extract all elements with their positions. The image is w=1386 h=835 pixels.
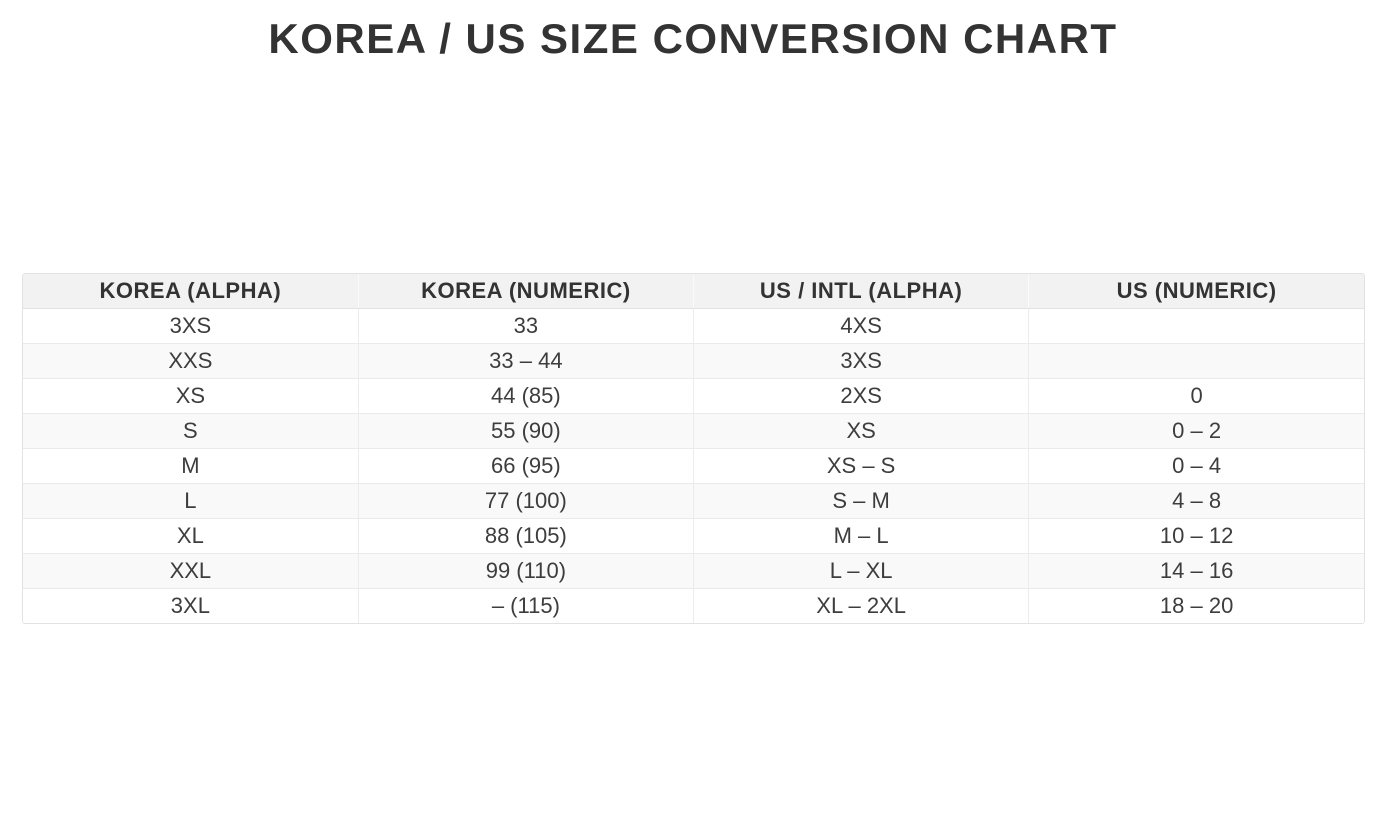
table-row: XXL 99 (110) L – XL 14 – 16: [23, 553, 1364, 589]
size-conversion-table-container: KOREA (ALPHA) KOREA (NUMERIC) US / INTL …: [22, 273, 1365, 624]
table-cell: 4 – 8: [1028, 483, 1364, 519]
table-header: KOREA (ALPHA) KOREA (NUMERIC) US / INTL …: [23, 274, 1364, 309]
table-cell: 55 (90): [358, 413, 695, 449]
table-cell: M – L: [693, 518, 1030, 554]
table-cell: L: [23, 483, 359, 519]
table-cell: 0 – 4: [1028, 448, 1364, 484]
column-header-korea-numeric: KOREA (NUMERIC): [358, 274, 695, 309]
table-cell: 14 – 16: [1028, 553, 1364, 589]
table-cell: XL: [23, 518, 359, 554]
table-cell: 77 (100): [358, 483, 695, 519]
size-conversion-table: KOREA (ALPHA) KOREA (NUMERIC) US / INTL …: [23, 274, 1364, 623]
table-cell: 2XS: [693, 378, 1030, 414]
table-cell: – (115): [358, 588, 695, 623]
table-cell: XXS: [23, 343, 359, 379]
table-cell: 88 (105): [358, 518, 695, 554]
table-cell: XS: [693, 413, 1030, 449]
table-cell: L – XL: [693, 553, 1030, 589]
table-cell: S – M: [693, 483, 1030, 519]
table-cell: 0 – 2: [1028, 413, 1364, 449]
table-row: 3XL – (115) XL – 2XL 18 – 20: [23, 588, 1364, 623]
column-header-us-intl-alpha: US / INTL (ALPHA): [693, 274, 1030, 309]
table-cell: 3XS: [23, 308, 359, 344]
page-title: KOREA / US SIZE CONVERSION CHART: [268, 15, 1118, 62]
table-cell: 99 (110): [358, 553, 695, 589]
table-cell: 3XL: [23, 588, 359, 623]
column-header-us-numeric: US (NUMERIC): [1028, 274, 1364, 309]
table-cell: [1028, 343, 1364, 379]
table-cell: 3XS: [693, 343, 1030, 379]
table-cell: XS: [23, 378, 359, 414]
table-row: XL 88 (105) M – L 10 – 12: [23, 518, 1364, 554]
table-cell: XS – S: [693, 448, 1030, 484]
table-cell: 33 – 44: [358, 343, 695, 379]
table-row: 3XS 33 4XS: [23, 308, 1364, 344]
table-body: 3XS 33 4XS XXS 33 – 44 3XS XS 44 (85) 2XS 0 S 55 (9…: [23, 308, 1364, 623]
table-cell: 10 – 12: [1028, 518, 1364, 554]
table-cell: M: [23, 448, 359, 484]
table-cell: 33: [358, 308, 695, 344]
table-row: S 55 (90) XS 0 – 2: [23, 413, 1364, 449]
table-cell: 44 (85): [358, 378, 695, 414]
table-cell: 66 (95): [358, 448, 695, 484]
table-cell: S: [23, 413, 359, 449]
table-cell: XXL: [23, 553, 359, 589]
column-header-korea-alpha: KOREA (ALPHA): [23, 274, 359, 309]
table-row: XXS 33 – 44 3XS: [23, 343, 1364, 379]
table-header-row: KOREA (ALPHA) KOREA (NUMERIC) US / INTL …: [23, 274, 1364, 309]
table-cell: 18 – 20: [1028, 588, 1364, 623]
table-cell: 0: [1028, 378, 1364, 414]
table-cell: [1028, 308, 1364, 344]
table-cell: 4XS: [693, 308, 1030, 344]
table-row: XS 44 (85) 2XS 0: [23, 378, 1364, 414]
table-cell: XL – 2XL: [693, 588, 1030, 623]
